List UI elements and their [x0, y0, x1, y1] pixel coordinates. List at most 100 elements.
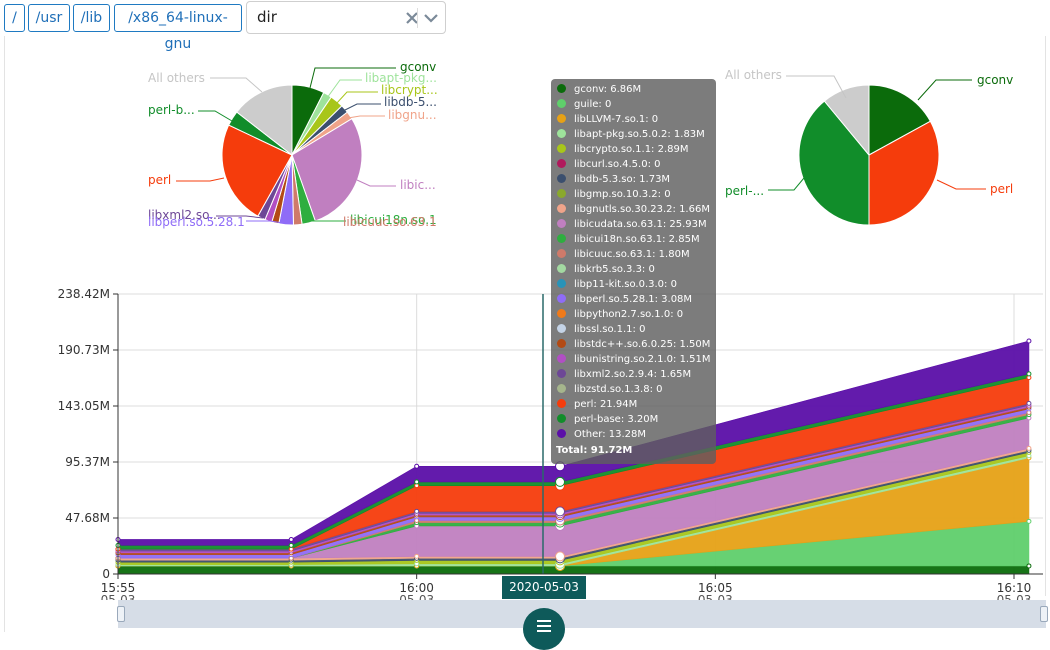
data-point-marker [555, 476, 566, 487]
data-point-marker [1026, 445, 1032, 451]
tooltip-row-label: libapt-pkg.so.5.0.2: 1.83M [574, 129, 705, 140]
legend-dot-icon [557, 144, 566, 153]
tooltip-row-label: libunistring.so.2.1.0: 1.51M [574, 354, 711, 365]
pie-left-label-perl-base: perl-b... [148, 103, 195, 117]
x-tick-label-date: 05-03 [698, 593, 733, 600]
pie-left-slice-libicudata[interactable] [291, 118, 363, 222]
x-tick-label-time: 16:10 [997, 581, 1032, 595]
pie-left-label-libicui18n: libicui18n.so.1 [350, 213, 437, 227]
data-point-marker [414, 479, 420, 485]
legend-dot-icon [557, 279, 566, 288]
breadcrumb-usr[interactable]: /usr [28, 4, 70, 32]
slider-menu-button[interactable] [523, 608, 565, 650]
pie-left-label-libicudata: libic... [400, 178, 436, 192]
breadcrumb-root[interactable]: / [4, 4, 25, 32]
tooltip-row: perl-base: 3.20M [557, 412, 658, 427]
tooltip-row-label: libgnutls.so.30.23.2: 1.66M [574, 204, 710, 215]
y-tick-label: 0 [102, 567, 110, 581]
time-range-slider[interactable] [118, 600, 1046, 628]
legend-dot-icon [557, 339, 566, 348]
data-point-marker [1026, 400, 1032, 406]
tooltip-row-label: perl-base: 3.20M [574, 414, 659, 425]
legend-dot-icon [557, 219, 566, 228]
legend-dot-icon [557, 189, 566, 198]
y-tick-label: 238.42M [58, 287, 110, 301]
area-chart-series [115, 294, 1032, 575]
tooltip-row: libcrypto.so.1.1: 2.89M [557, 142, 689, 157]
tooltip-row: libapt-pkg.so.5.0.2: 1.83M [557, 127, 705, 142]
legend-dot-icon [557, 249, 566, 258]
y-tick-label: 95.37M [65, 455, 110, 469]
tooltip-row-label: libicuuc.so.63.1: 1.80M [574, 249, 690, 260]
tooltip-row: libperl.so.5.28.1: 3.08M [557, 292, 692, 307]
tooltip-row-label: libicui18n.so.63.1: 2.85M [574, 234, 700, 245]
legend-dot-icon [557, 309, 566, 318]
pie-left-label-libdb: libdb-5... [384, 95, 437, 109]
data-point-marker [555, 506, 566, 517]
legend-dot-icon [557, 129, 566, 138]
pie-right-slice-gconv[interactable] [868, 84, 932, 156]
breadcrumb-lib[interactable]: /lib [73, 4, 110, 32]
legend-dot-icon [557, 384, 566, 393]
tooltip-row-label: libLLVM-7.so.1: 0 [574, 114, 659, 125]
tooltip-row-label: guile: 0 [574, 99, 612, 110]
cursor-date-badge: 2020-05-03 [502, 576, 586, 599]
chevron-down-icon[interactable] [423, 11, 439, 25]
filter-select-value: dir [257, 8, 277, 26]
breadcrumb-x86-64-linux-gnu[interactable]: /x86_64-linux-gnu [114, 4, 242, 52]
tooltip-row: libpython2.7.so.1.0: 0 [557, 307, 683, 322]
x-tick-label-date: 05-03 [399, 593, 434, 600]
clear-icon[interactable] [405, 11, 419, 25]
pie-right-label-perl-base: perl-... [725, 184, 764, 198]
tooltip-row: libzstd.so.1.3.8: 0 [557, 382, 663, 397]
tooltip-row-label: libpython2.7.so.1.0: 0 [574, 309, 684, 320]
tooltip-row: libunistring.so.2.1.0: 1.51M [557, 352, 710, 367]
tooltip-row-label: libzstd.so.1.3.8: 0 [574, 384, 663, 395]
tooltip-row-label: Other: 13.28M [574, 429, 647, 440]
pie-chart-left [221, 84, 363, 226]
legend-dot-icon [557, 324, 566, 333]
legend-dot-icon [557, 429, 566, 438]
usage-charts: gconvlibapt-pkg...libcrypt...libdb-5...l… [58, 60, 1043, 600]
pie-right-slice-perl[interactable] [868, 120, 940, 226]
range-handle-right[interactable] [1040, 606, 1048, 622]
pie-left-label-all-others: All others [148, 71, 205, 85]
tooltip-row-label: libperl.so.5.28.1: 3.08M [574, 294, 693, 305]
range-handle-left[interactable] [117, 606, 125, 622]
data-point-marker [288, 536, 294, 542]
tooltip-row: libLLVM-7.so.1: 0 [557, 112, 658, 127]
pie-right-label-all-others: All others [725, 68, 782, 82]
area-chart-axes: 047.68M95.37M143.05M190.73M238.42M15:550… [58, 287, 1043, 600]
pie-left-slice-all-others[interactable] [236, 84, 293, 157]
tooltip-row-label: libxml2.so.2.9.4: 1.65M [574, 369, 692, 380]
pie-left-label-perl: perl [148, 173, 171, 187]
tooltip-row: libicui18n.so.63.1: 2.85M [557, 232, 700, 247]
tooltip: gconv: 6.86M guile: 0 libLLVM-7.so.1: 0 lib… [551, 79, 716, 464]
legend-dot-icon [557, 369, 566, 378]
tooltip-row: libdb-5.3.so: 1.73M [557, 172, 670, 187]
pie-chart-right [798, 84, 940, 226]
x-tick-label-time: 16:00 [399, 581, 434, 595]
pie-right-slice-all-others[interactable] [823, 84, 870, 157]
tooltip-row-label: gconv: 6.86M [574, 84, 642, 95]
pie-left-slice-perl[interactable] [221, 124, 293, 217]
tooltip-row: perl: 21.94M [557, 397, 637, 412]
tooltip-row-label: libcrypto.so.1.1: 2.89M [574, 144, 689, 155]
tooltip-row: guile: 0 [557, 97, 611, 112]
tooltip-row-label: perl: 21.94M [574, 399, 638, 410]
pie-chart-left-labels: gconvlibapt-pkg...libcrypt...libdb-5...l… [148, 60, 438, 229]
pie-left-label-libperl: libperl.so.5.28.1 [148, 215, 245, 229]
tooltip-row: libkrb5.so.3.3: 0 [557, 262, 655, 277]
data-point-marker [1026, 371, 1032, 377]
filter-select[interactable]: dir [246, 1, 446, 34]
tooltip-row-label: libkrb5.so.3.3: 0 [574, 264, 655, 275]
tooltip-row: libgnutls.so.30.23.2: 1.66M [557, 202, 710, 217]
panel-border-left [4, 36, 5, 632]
select-separator [417, 8, 418, 28]
data-point-marker [1026, 563, 1032, 569]
tooltip-row: libp11-kit.so.0.3.0: 0 [557, 277, 677, 292]
area-series-gconv[interactable] [117, 565, 1030, 575]
data-point-marker [1026, 518, 1032, 524]
tooltip-row: libxml2.so.2.9.4: 1.65M [557, 367, 691, 382]
pie-left-label-libcrypto: libcrypt... [381, 83, 438, 97]
